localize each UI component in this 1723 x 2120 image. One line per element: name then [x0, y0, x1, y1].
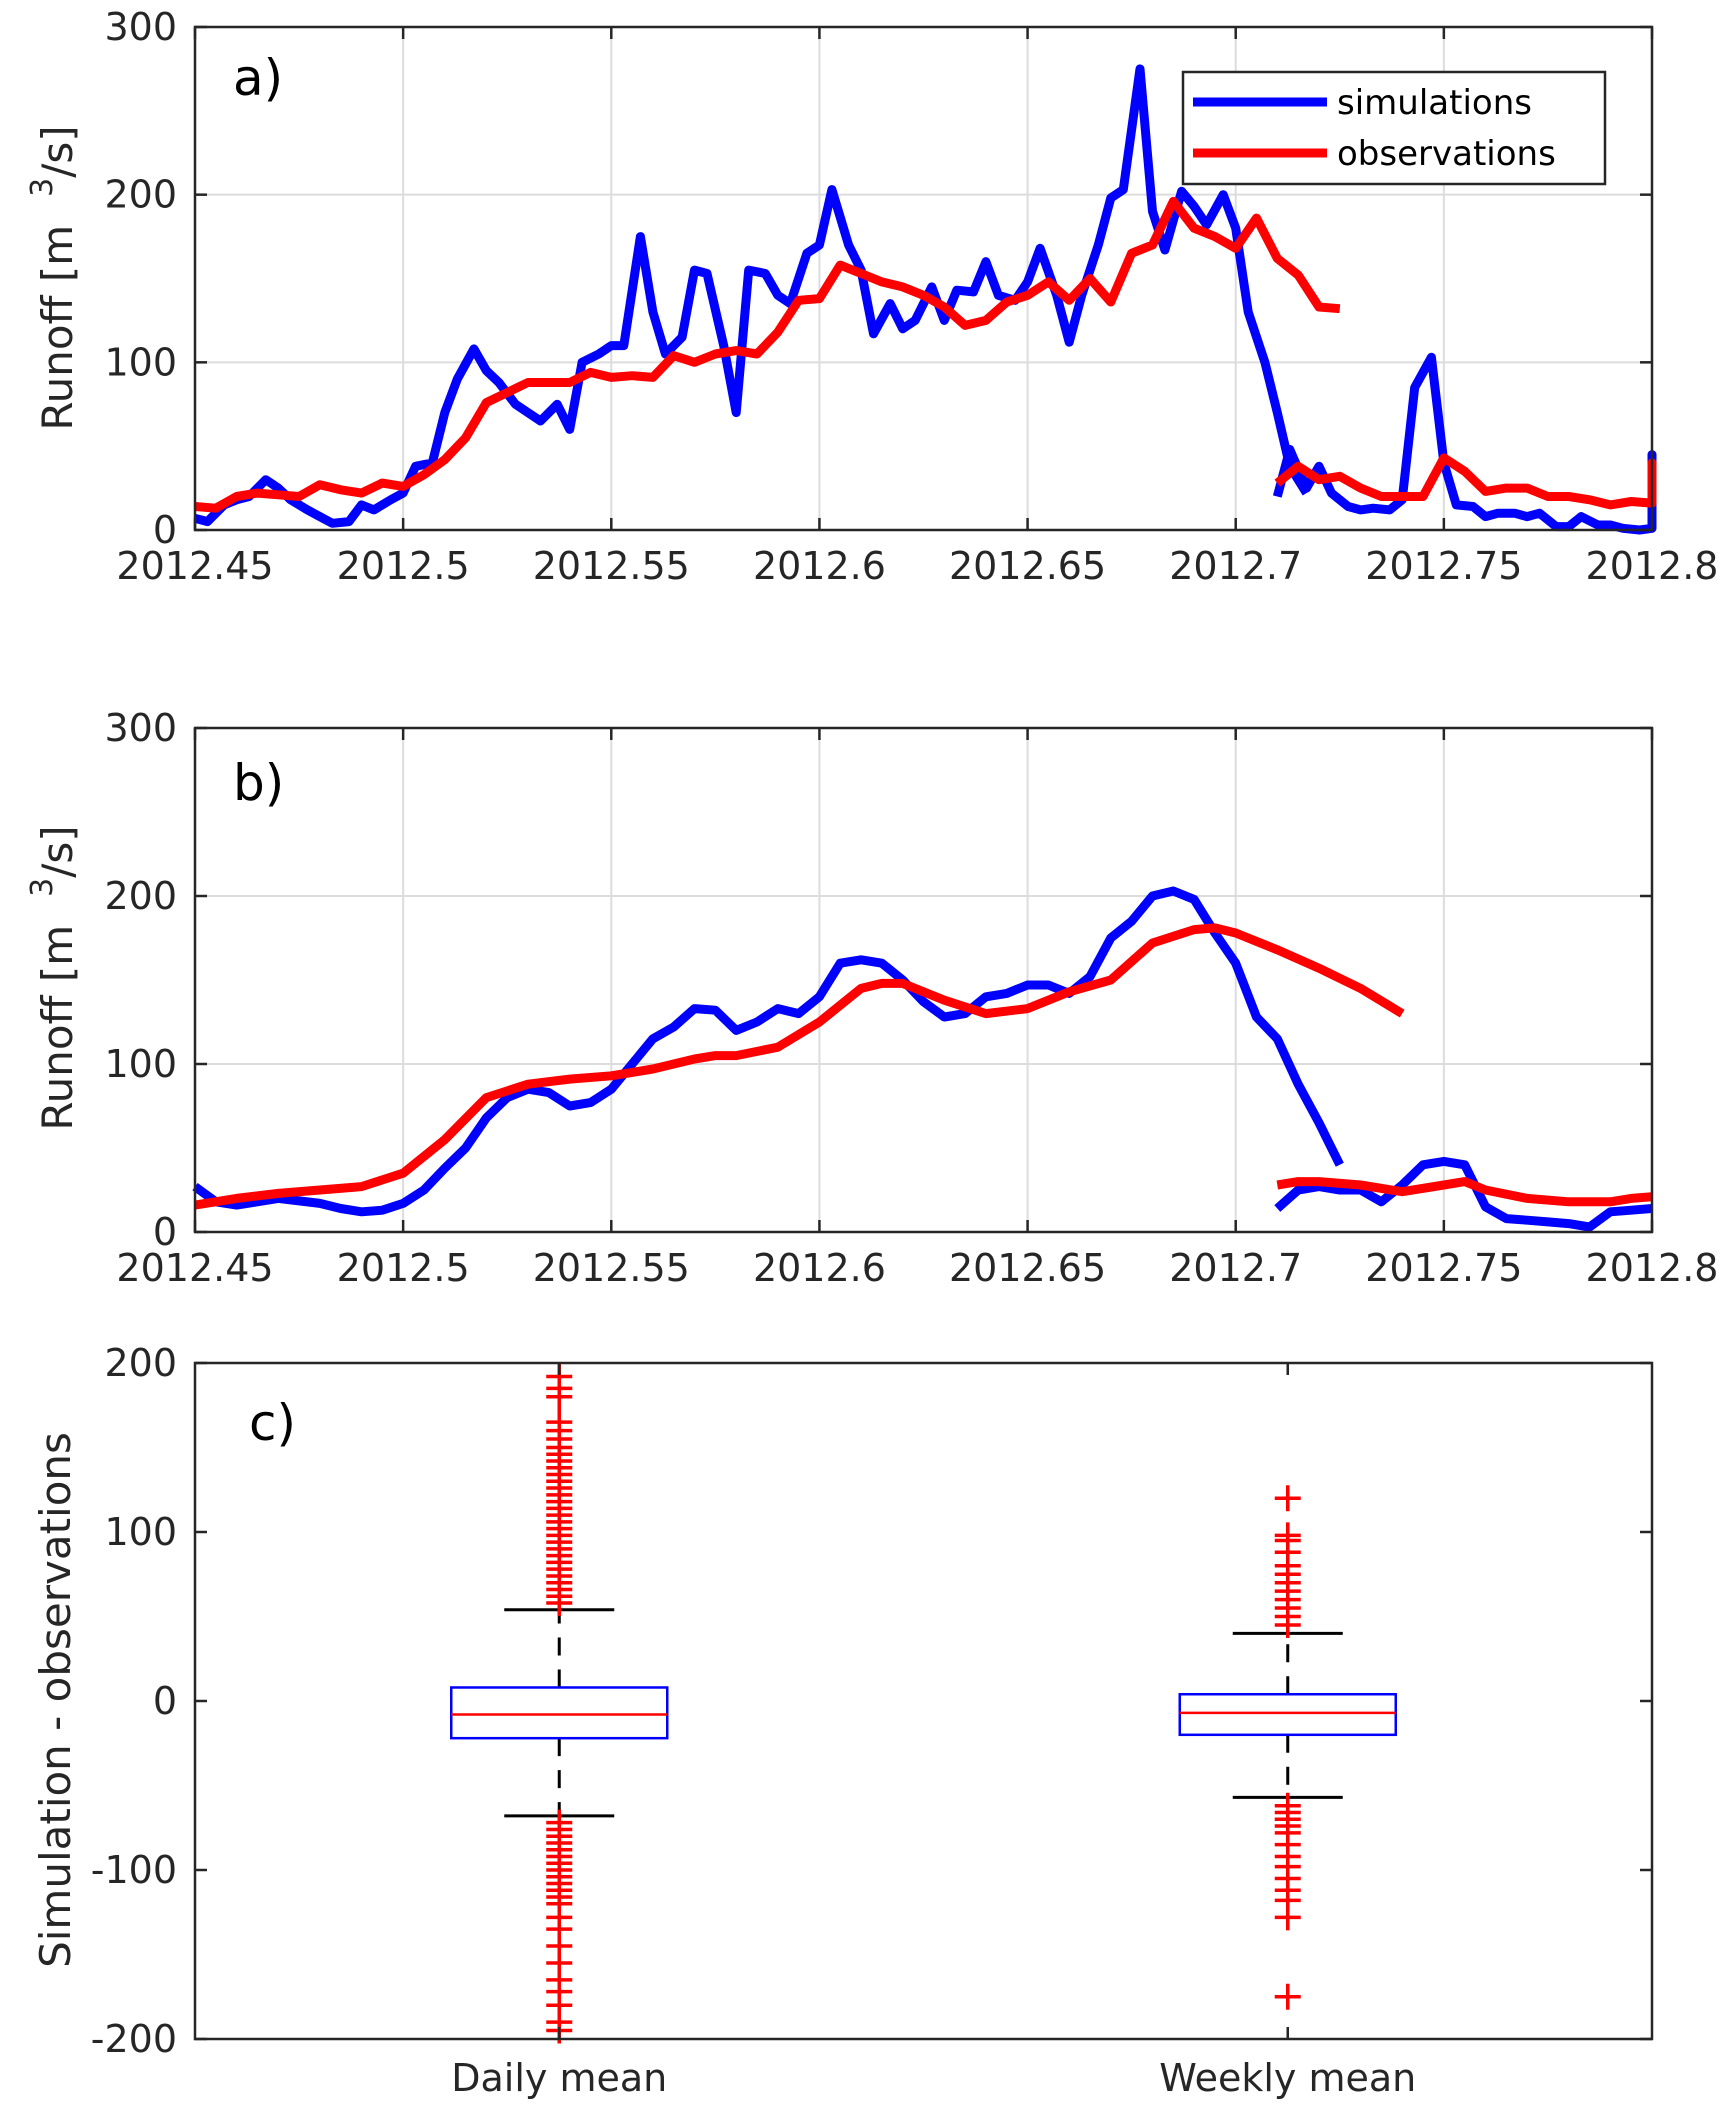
y-tick-label: 0 — [153, 1679, 177, 1723]
panel-c-ylabel: Simulation - observations — [31, 1432, 80, 1968]
y-tick-label: 200 — [104, 1341, 177, 1385]
legend-label-observations: observations — [1337, 134, 1556, 174]
panel-a-ylabel: Runoff [m3/s] — [25, 125, 82, 430]
y-tick-label: -200 — [91, 2017, 177, 2061]
series-line-observations — [194, 196, 1341, 513]
x-tick-label: 2012.8 — [1586, 544, 1719, 588]
x-tick-label: 2012.6 — [753, 544, 886, 588]
x-tick-label: 2012.7 — [1169, 544, 1302, 588]
y-tick-label: 100 — [104, 1042, 177, 1086]
y-tick-label: 200 — [104, 874, 177, 918]
series-line-simulations — [1272, 352, 1657, 535]
iqr-box — [450, 1686, 669, 1740]
x-tick-label: 2012.5 — [337, 544, 470, 588]
x-tick-label: 2012.55 — [533, 544, 690, 588]
panel-b-plot-frame — [193, 726, 1654, 1234]
x-tick-label: 2012.55 — [533, 1246, 690, 1290]
panel-a-label: a) — [233, 49, 283, 107]
panel-b-runoff-chart: 2012.45 2012.5 2012.55 2012.6 2012.65 2012.7 2… — [25, 706, 1718, 1290]
x-tick-label: 2012.75 — [1365, 1246, 1522, 1290]
x-tick-label: 2012.45 — [116, 1246, 273, 1290]
x-tick-label: 2012.5 — [337, 1246, 470, 1290]
legend-label-simulations: simulations — [1337, 83, 1532, 123]
x-tick-label: 2012.8 — [1586, 1246, 1719, 1290]
y-tick-label: 0 — [153, 508, 177, 552]
panel-b-label: b) — [233, 754, 284, 812]
series-line-simulations — [1274, 1156, 1653, 1232]
panel-c-label: c) — [249, 1394, 296, 1452]
y-tick-label: 300 — [104, 706, 177, 750]
panel-b-ylabel: Runoff [m3/s] — [25, 825, 82, 1130]
panel-c-plot-frame — [193, 1361, 1654, 2041]
x-tick-label: 2012.7 — [1169, 1246, 1302, 1290]
y-tick-label: 0 — [153, 1210, 177, 1254]
x-tick-label: 2012.75 — [1365, 544, 1522, 588]
outlier-marker — [1274, 1904, 1301, 1931]
series-line-observations — [194, 923, 1405, 1210]
x-tick-label: 2012.45 — [116, 544, 273, 588]
outlier-marker — [1274, 1522, 1301, 1549]
outlier-marker — [1274, 1485, 1301, 1512]
x-tick-label: 2012.65 — [949, 1246, 1106, 1290]
panel-a-plot-frame — [193, 25, 1654, 532]
x-tick-label: 2012.6 — [753, 1246, 886, 1290]
legend-box — [1181, 70, 1607, 186]
x-category-label: Daily mean — [451, 2056, 667, 2100]
series-line-observations — [1274, 453, 1657, 510]
series-line-simulations — [192, 886, 1344, 1217]
y-tick-label: -100 — [91, 1848, 177, 1892]
y-tick-label: 100 — [104, 1510, 177, 1554]
y-tick-label: 300 — [104, 5, 177, 49]
iqr-box — [1178, 1692, 1397, 1737]
x-category-label: Weekly mean — [1159, 2056, 1416, 2100]
panel-a-runoff-chart: 2012.45 2012.5 2012.55 2012.6 2012.65 2012.7 2… — [25, 5, 1718, 588]
outlier-marker — [546, 1409, 573, 1436]
series-line-simulations — [193, 64, 1311, 528]
x-tick-label: 2012.65 — [949, 544, 1106, 588]
box-weekly-mean — [1178, 1485, 1397, 2010]
y-tick-label: 100 — [104, 340, 177, 384]
series-line-observations — [1276, 1177, 1653, 1207]
legend: simulations observations — [1181, 70, 1607, 186]
y-tick-label: 200 — [104, 173, 177, 217]
outlier-marker — [1274, 1983, 1301, 2010]
box-daily-mean — [450, 1363, 669, 2044]
